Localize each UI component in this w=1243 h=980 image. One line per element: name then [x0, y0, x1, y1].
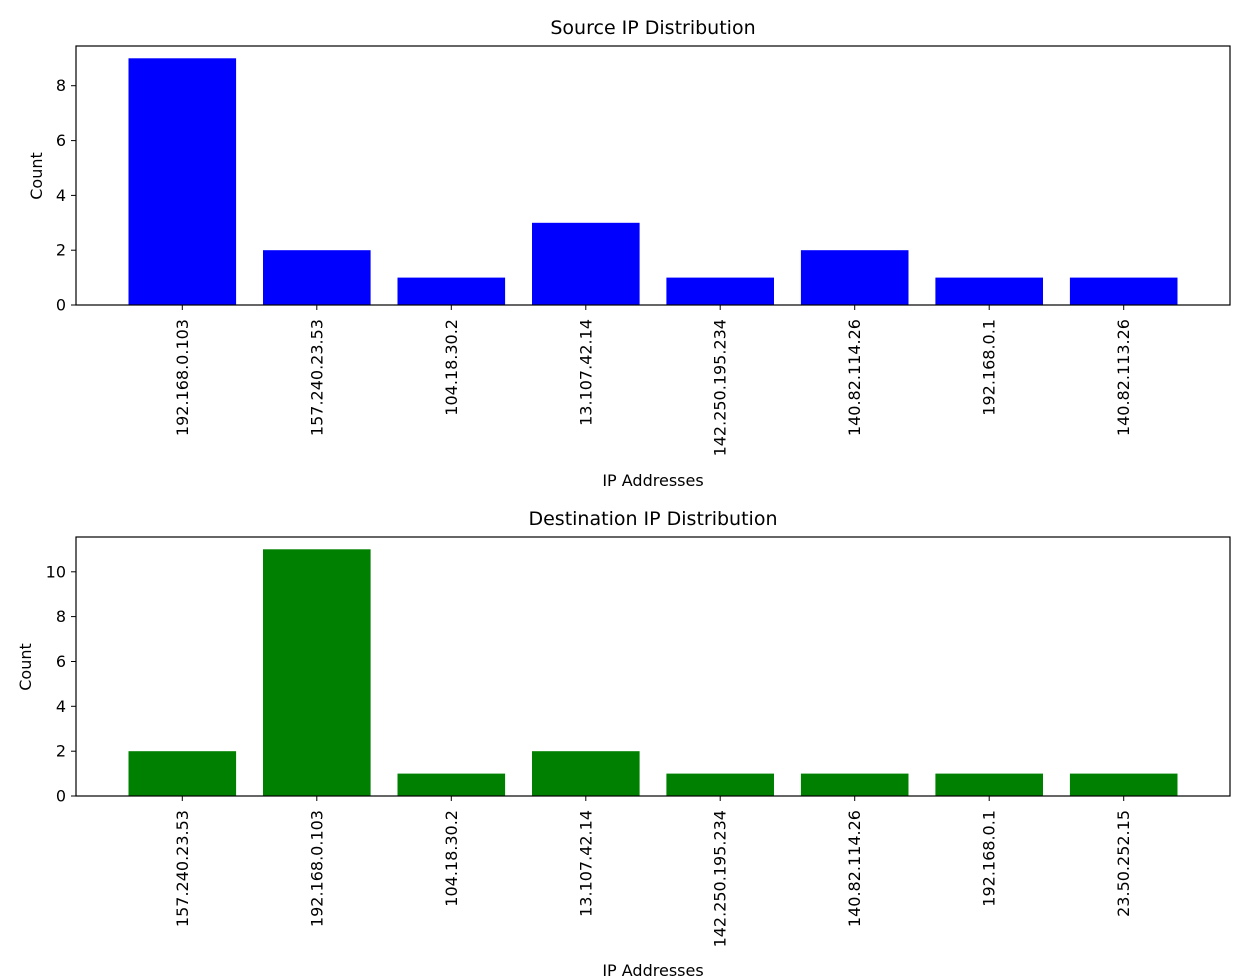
bars — [128, 549, 1178, 796]
bar-157-240-23-53 — [128, 751, 237, 796]
y-tick-label: 6 — [56, 131, 66, 150]
bar-104-18-30-2 — [397, 773, 506, 796]
y-tick-label: 6 — [56, 652, 66, 671]
bar-104-18-30-2 — [397, 277, 506, 305]
bar-23-50-252-15 — [1069, 773, 1178, 796]
x-tick-label: 13.107.42.14 — [576, 319, 595, 426]
y-tick-label: 4 — [56, 186, 66, 205]
x-tick-label: 140.82.113.26 — [1114, 319, 1133, 436]
bar-157-240-23-53 — [263, 250, 371, 305]
y-tick-label: 8 — [56, 607, 66, 626]
destination-ip-chart: Destination IP Distribution 0 2 4 6 8 10 157.… — [16, 508, 1231, 980]
x-tick-label: 142.250.195.234 — [711, 810, 730, 947]
chart-title: Source IP Distribution — [550, 17, 755, 39]
y-axis-label: Count — [27, 152, 46, 200]
x-tick-label: 142.250.195.234 — [711, 319, 730, 456]
y-tick-label: 2 — [56, 241, 66, 260]
bar-192-168-0-103 — [128, 58, 237, 305]
bar-192-168-0-1 — [935, 773, 1043, 796]
y-axis-ticks: 0 2 4 6 8 10 — [46, 562, 76, 806]
x-axis-label: IP Addresses — [602, 471, 703, 490]
x-tick-label: 140.82.114.26 — [845, 810, 864, 927]
axes-frame — [75, 45, 1231, 306]
bar-142-250-195-234 — [666, 277, 774, 305]
y-tick-label: 2 — [56, 742, 66, 761]
axes-frame — [75, 536, 1231, 797]
x-tick-label: 140.82.114.26 — [845, 319, 864, 436]
y-tick-label: 0 — [56, 787, 66, 806]
bar-13-107-42-14 — [532, 222, 640, 305]
x-axis-ticks: 157.240.23.53 192.168.0.103 104.18.30.2 13.… — [173, 796, 1133, 947]
x-tick-label: 157.240.23.53 — [307, 319, 326, 436]
y-tick-label: 10 — [46, 562, 66, 581]
x-tick-label: 104.18.30.2 — [442, 319, 461, 416]
bar-140-82-113-26 — [1069, 277, 1178, 305]
x-tick-label: 192.168.0.1 — [980, 319, 999, 416]
x-tick-label: 192.168.0.103 — [173, 319, 192, 436]
bar-142-250-195-234 — [666, 773, 774, 796]
y-tick-label: 0 — [56, 296, 66, 315]
y-axis-ticks: 0 2 4 6 8 — [56, 76, 76, 315]
x-tick-label: 192.168.0.1 — [980, 810, 999, 907]
x-tick-label: 157.240.23.53 — [173, 810, 192, 927]
chart-title: Destination IP Distribution — [528, 508, 777, 530]
y-axis-label: Count — [16, 643, 35, 691]
y-tick-label: 8 — [56, 76, 66, 95]
x-tick-label: 104.18.30.2 — [442, 810, 461, 907]
x-tick-label: 23.50.252.15 — [1114, 810, 1133, 917]
bar-192-168-0-103 — [263, 549, 371, 796]
bar-192-168-0-1 — [935, 277, 1043, 305]
bar-140-82-114-26 — [800, 250, 909, 305]
y-tick-label: 4 — [56, 697, 66, 716]
x-axis-ticks: 192.168.0.103 157.240.23.53 104.18.30.2 13.… — [173, 305, 1133, 456]
x-axis-label: IP Addresses — [602, 961, 703, 980]
bar-13-107-42-14 — [532, 751, 640, 796]
x-tick-label: 192.168.0.103 — [307, 810, 326, 927]
x-tick-label: 13.107.42.14 — [576, 810, 595, 917]
bar-140-82-114-26 — [800, 773, 909, 796]
source-ip-chart: Source IP Distribution 0 2 4 6 8 192.168.0.1… — [27, 17, 1231, 490]
bars — [128, 58, 1178, 305]
